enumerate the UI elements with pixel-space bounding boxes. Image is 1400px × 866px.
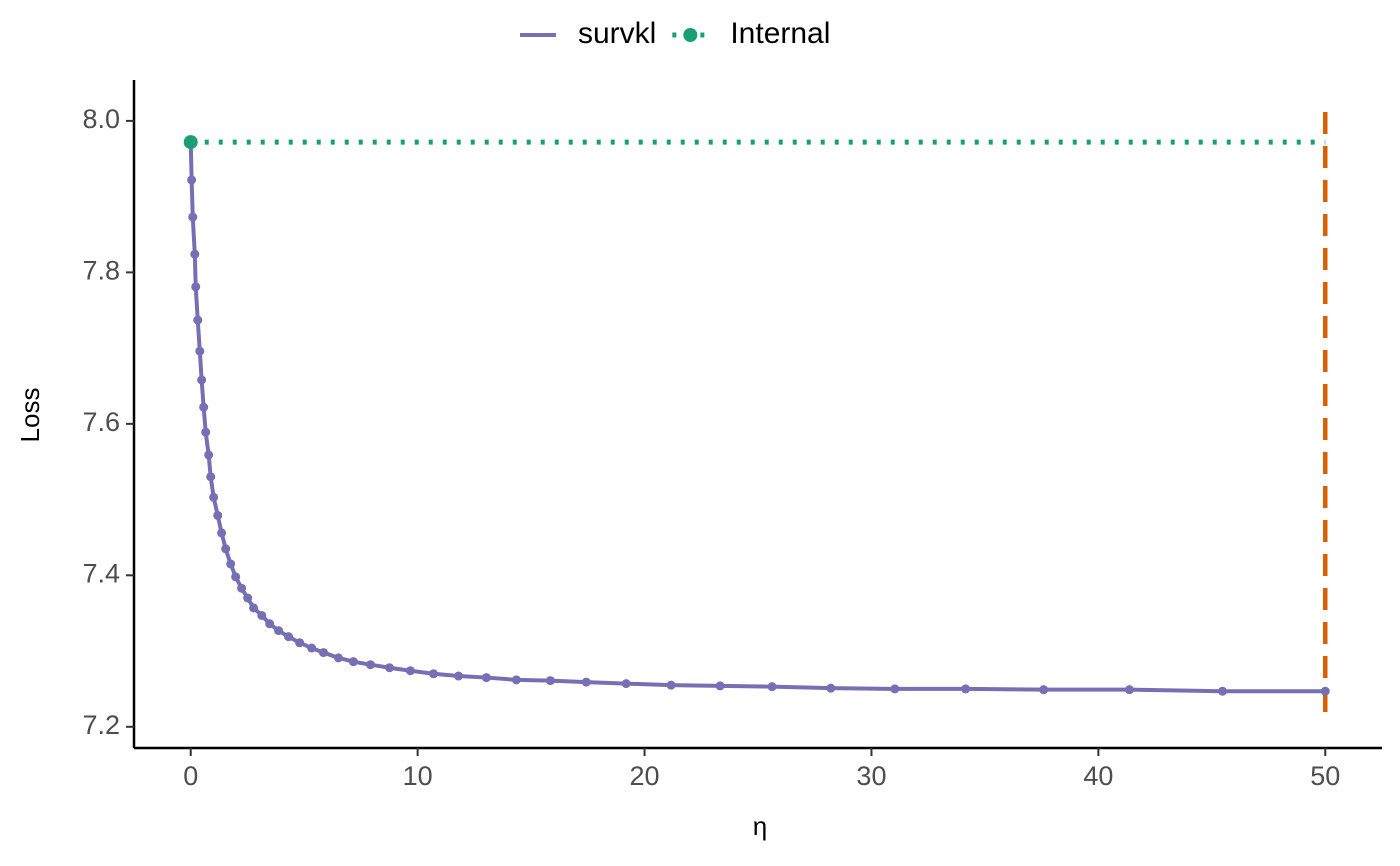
- x-tick-label: 0: [183, 761, 198, 791]
- data-point: [201, 427, 211, 437]
- data-point: [348, 657, 358, 667]
- data-point: [199, 402, 209, 412]
- data-point: [187, 175, 197, 185]
- data-point: [581, 677, 591, 687]
- x-tick-label: 20: [630, 761, 660, 791]
- data-point: [183, 135, 198, 150]
- data-point: [204, 450, 214, 460]
- data-point: [295, 638, 305, 648]
- data-point: [249, 603, 259, 613]
- data-point: [545, 676, 555, 686]
- data-point: [429, 669, 439, 679]
- data-point: [333, 653, 343, 663]
- data-point: [274, 626, 284, 636]
- x-tick-label: 10: [403, 761, 433, 791]
- data-point: [384, 663, 394, 673]
- data-point: [226, 559, 236, 569]
- data-point: [715, 681, 725, 691]
- x-tick-label: 40: [1083, 761, 1113, 791]
- data-point: [257, 610, 267, 620]
- data-point: [206, 472, 216, 482]
- x-tick-label: 50: [1310, 761, 1340, 791]
- data-point: [190, 249, 200, 259]
- y-axis-label: Loss: [15, 388, 45, 443]
- data-point: [1320, 686, 1330, 696]
- y-tick-label: 7.4: [82, 558, 120, 588]
- data-point: [231, 572, 241, 582]
- data-point: [621, 679, 631, 689]
- data-point: [197, 375, 207, 385]
- x-axis-label: η: [753, 811, 767, 841]
- data-point: [195, 346, 205, 356]
- data-point: [318, 648, 328, 658]
- data-point: [307, 643, 317, 653]
- y-tick-label: 7.2: [82, 710, 120, 740]
- data-point: [217, 528, 227, 538]
- legend-marker: [683, 28, 698, 42]
- x-tick-label: 30: [856, 761, 886, 791]
- y-tick-label: 7.8: [82, 255, 120, 285]
- data-point: [481, 673, 491, 683]
- data-point: [405, 666, 415, 676]
- y-tick-label: 8.0: [82, 104, 120, 134]
- data-point: [1217, 686, 1227, 696]
- data-point: [221, 544, 231, 554]
- data-point: [243, 593, 253, 603]
- data-point: [365, 660, 375, 670]
- data-point: [826, 683, 836, 693]
- data-point: [511, 675, 521, 685]
- data-point: [188, 212, 198, 222]
- data-point: [191, 282, 201, 292]
- data-point: [961, 684, 971, 694]
- legend-label: Internal: [730, 17, 830, 50]
- data-point: [666, 680, 676, 690]
- data-point: [213, 510, 223, 520]
- data-point: [1124, 685, 1134, 695]
- data-point: [890, 684, 900, 694]
- data-point: [453, 671, 463, 681]
- data-point: [284, 632, 294, 642]
- series-line: [188, 142, 1326, 694]
- data-point: [767, 682, 777, 692]
- legend-label: survkl: [578, 17, 656, 50]
- data-point: [193, 315, 203, 325]
- data-point: [265, 619, 275, 629]
- data-point: [237, 583, 247, 593]
- y-tick-label: 7.6: [82, 407, 120, 437]
- data-point: [1039, 685, 1049, 695]
- data-point: [209, 492, 219, 502]
